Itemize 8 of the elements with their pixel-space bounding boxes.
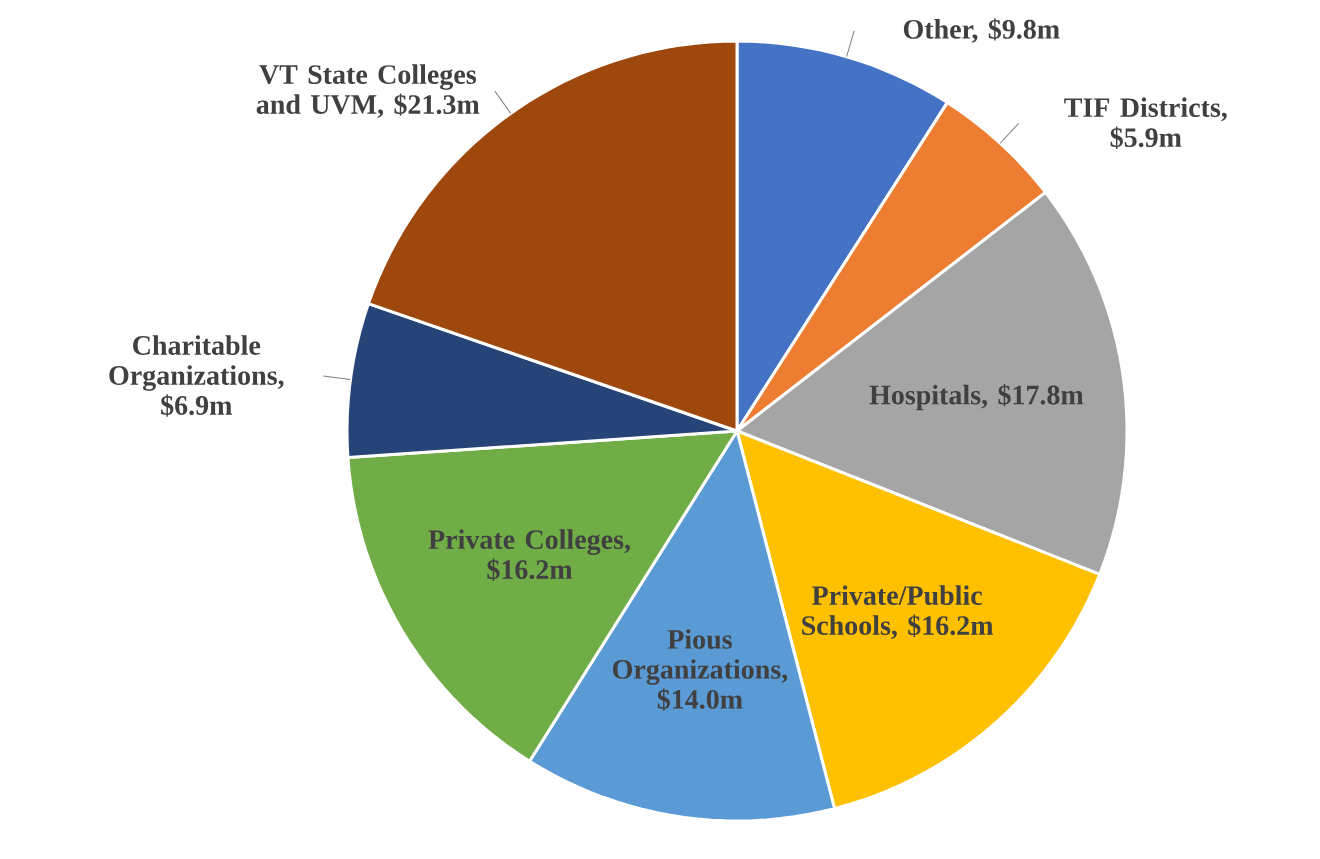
- slice-label: TIF Districts, $5.9m: [1064, 97, 1227, 149]
- slice-label: Private Colleges, $16.2m: [428, 529, 630, 581]
- slice-label: Pious Organizations, $14.0m: [613, 629, 788, 711]
- slice-label: Private/Public Schools, $16.2m: [802, 585, 994, 640]
- slice-label: Other, $9.8m: [903, 18, 1060, 43]
- slice-label: Hospitals, $17.8m: [869, 383, 1084, 411]
- slice-label: VT State Colleges and UVM, $21.3m: [256, 64, 480, 119]
- slice-label: Charitable Organizations, $6.9m: [109, 335, 284, 417]
